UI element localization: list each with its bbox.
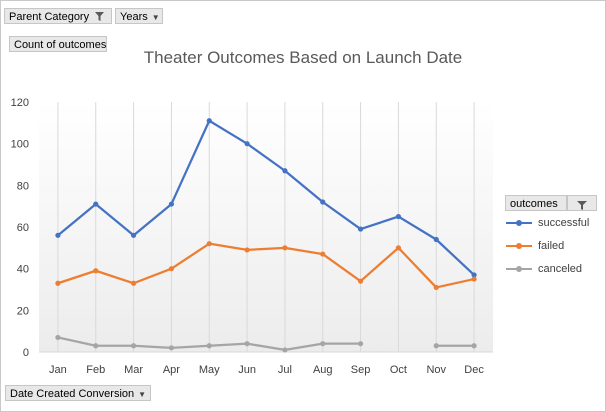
x-tick-label: Sep <box>351 364 371 376</box>
data-point-canceled <box>433 343 439 349</box>
data-point-canceled <box>471 343 477 349</box>
data-point-canceled <box>282 347 288 353</box>
data-point-failed <box>320 251 326 257</box>
data-point-failed <box>471 276 477 282</box>
data-point-failed <box>282 245 288 251</box>
x-tick-label: Jan <box>49 364 67 376</box>
years-filter-button[interactable]: Years ▼ <box>115 8 163 24</box>
data-point-successful <box>244 141 250 147</box>
data-point-successful <box>55 232 61 238</box>
filter-icon <box>576 198 588 216</box>
x-tick-label: Mar <box>124 364 143 376</box>
legend-item-failed[interactable]: failed <box>506 239 564 253</box>
data-point-failed <box>206 241 212 247</box>
x-tick-label: May <box>199 364 220 376</box>
y-tick-label: 120 <box>11 97 29 109</box>
filter-icon <box>94 11 105 27</box>
data-point-canceled <box>244 341 250 347</box>
series-line-failed <box>57 242 475 289</box>
legend-label: canceled <box>538 263 583 275</box>
legend-swatch <box>506 239 532 253</box>
data-point-successful <box>130 232 137 238</box>
legend-filter-button[interactable] <box>567 195 597 211</box>
x-tick-label: Aug <box>313 364 333 376</box>
date-created-conversion-field-button[interactable]: Date Created Conversion ▼ <box>5 385 151 401</box>
data-point-canceled <box>130 343 137 349</box>
plot-background <box>39 102 493 352</box>
data-point-successful <box>395 213 402 220</box>
parent-category-filter-button[interactable]: Parent Category <box>4 8 112 24</box>
data-point-failed <box>55 280 61 286</box>
x-tick-label: Dec <box>464 364 484 376</box>
x-tick-label: Jul <box>278 364 292 376</box>
data-point-canceled <box>55 334 61 341</box>
date-created-conversion-label: Date Created Conversion <box>10 388 135 400</box>
y-tick-label: 100 <box>11 139 29 151</box>
chevron-down-icon: ▼ <box>151 13 160 22</box>
data-point-successful <box>93 201 99 207</box>
legend-label: successful <box>538 217 590 229</box>
data-point-failed <box>168 266 175 272</box>
x-tick-label: Nov <box>426 364 446 376</box>
x-tick-label: Feb <box>86 364 105 376</box>
data-point-canceled <box>168 345 175 351</box>
chart-title: Theater Outcomes Based on Launch Date <box>143 48 463 67</box>
legend-item-successful[interactable]: successful <box>506 216 589 230</box>
data-point-failed <box>357 278 364 284</box>
data-point-successful <box>471 272 477 278</box>
data-point-failed <box>130 280 137 286</box>
data-point-failed <box>93 268 99 274</box>
x-tick-label: Apr <box>163 364 180 376</box>
data-point-failed <box>395 245 402 251</box>
count-of-outcomes-label: Count of outcomes <box>14 39 107 51</box>
data-point-canceled <box>206 343 212 349</box>
chevron-down-icon: ▼ <box>138 390 147 399</box>
years-label: Years <box>120 11 148 23</box>
count-of-outcomes-field-button[interactable]: Count of outcomes <box>9 36 107 52</box>
legend-label: failed <box>538 240 565 252</box>
legend-item-canceled[interactable]: canceled <box>506 262 582 276</box>
data-point-canceled <box>320 341 326 347</box>
data-point-failed <box>244 247 250 253</box>
x-tick-label: Oct <box>390 364 407 376</box>
data-point-successful <box>320 199 326 205</box>
data-point-successful <box>282 168 288 174</box>
data-point-failed <box>433 284 439 291</box>
series-line-successful <box>57 119 475 276</box>
legend-field-button[interactable]: outcomes <box>505 195 567 211</box>
data-point-canceled <box>357 341 364 347</box>
legend-swatch <box>506 262 532 276</box>
x-tick-label: Jun <box>238 364 256 376</box>
y-tick-label: 40 <box>17 264 29 276</box>
data-point-canceled <box>93 343 99 349</box>
legend-swatch <box>506 216 532 230</box>
y-tick-label: 60 <box>17 222 29 234</box>
data-point-successful <box>168 201 175 207</box>
data-point-successful <box>433 236 439 243</box>
y-tick-label: 0 <box>23 347 29 359</box>
data-point-successful <box>206 118 212 124</box>
y-tick-label: 20 <box>17 305 29 317</box>
data-point-successful <box>357 226 364 232</box>
parent-category-label: Parent Category <box>9 11 90 23</box>
y-tick-label: 80 <box>17 180 29 192</box>
